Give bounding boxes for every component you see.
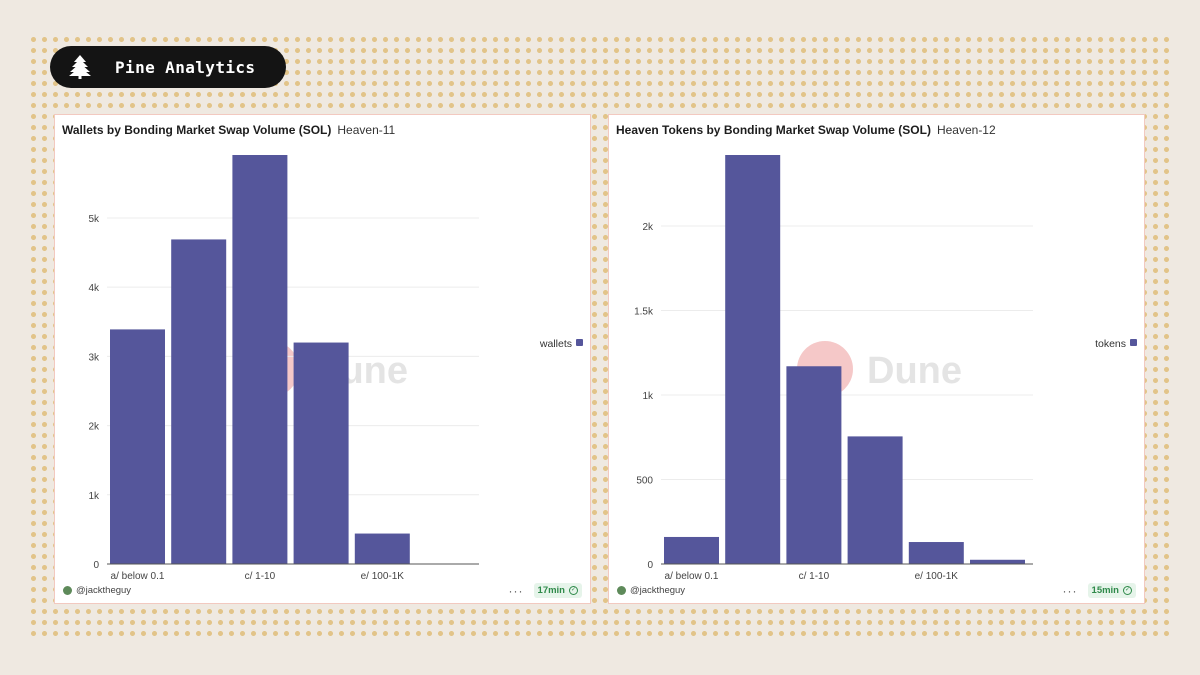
y-tick-label: 500 xyxy=(636,475,653,486)
x-tick-label: e/ 100-1K xyxy=(915,571,959,582)
legend: tokens xyxy=(1095,338,1137,350)
brand-badge: Pine Analytics xyxy=(50,46,286,88)
author-credit[interactable]: @jacktheguy xyxy=(617,585,685,596)
brand-name: Pine Analytics xyxy=(115,57,256,77)
bar-d xyxy=(293,342,349,564)
refresh-time: 17min xyxy=(537,585,565,596)
legend-swatch xyxy=(1130,339,1137,346)
bar-f xyxy=(970,559,1025,564)
check-circle-icon: ✓ xyxy=(569,586,578,595)
refresh-badge[interactable]: 15min ✓ xyxy=(1087,583,1136,598)
bar-a xyxy=(110,329,165,564)
more-options-icon[interactable]: ··· xyxy=(508,583,524,598)
bar-d xyxy=(847,436,903,564)
bar-e xyxy=(908,542,964,564)
bar-c xyxy=(232,155,288,564)
chart-panel-wallets: Wallets by Bonding Market Swap Volume (S… xyxy=(54,114,591,604)
y-tick-label: 1k xyxy=(642,391,654,402)
bar-a xyxy=(664,536,719,564)
x-tick-label: c/ 1-10 xyxy=(245,571,276,582)
x-tick-label: e/ 100-1K xyxy=(361,571,405,582)
chart-title: Heaven Tokens by Bonding Market Swap Vol… xyxy=(616,123,996,137)
panel-footer-actions: ··· 17min ✓ xyxy=(509,583,582,598)
user-avatar-icon xyxy=(617,586,626,595)
bar-b xyxy=(171,239,227,564)
user-avatar-icon xyxy=(63,586,72,595)
legend-swatch xyxy=(576,339,583,346)
chart-subtitle: Heaven-11 xyxy=(337,123,396,137)
y-tick-label: 4k xyxy=(88,283,100,294)
chart-title-text: Heaven Tokens by Bonding Market Swap Vol… xyxy=(616,123,931,137)
author-credit[interactable]: @jacktheguy xyxy=(63,585,131,596)
chart-title-text: Wallets by Bonding Market Swap Volume (S… xyxy=(62,123,332,137)
x-tick-label: c/ 1-10 xyxy=(799,571,830,582)
y-tick-label: 2k xyxy=(642,222,654,233)
x-tick-label: a/ below 0.1 xyxy=(665,571,719,582)
y-tick-label: 0 xyxy=(93,560,99,571)
bar-chart-tokens: Dune 0 500 1k 1.5k 2k a/ below 0.1 c/ 1-10 e/ 10… xyxy=(634,155,1137,582)
y-tick-label: 5k xyxy=(88,214,100,225)
chart-panel-tokens: Heaven Tokens by Bonding Market Swap Vol… xyxy=(608,114,1145,604)
legend-label: tokens xyxy=(1095,338,1126,350)
refresh-badge[interactable]: 17min ✓ xyxy=(533,583,582,598)
author-name: @jacktheguy xyxy=(630,585,686,596)
chart-title: Wallets by Bonding Market Swap Volume (S… xyxy=(62,123,395,137)
author-name: @jacktheguy xyxy=(76,585,132,596)
bar-c xyxy=(786,366,842,564)
pine-tree-icon xyxy=(69,55,91,79)
legend: wallets xyxy=(539,338,583,350)
y-tick-label: 2k xyxy=(88,422,100,433)
panel-footer-actions: ··· 15min ✓ xyxy=(1063,583,1136,598)
chart-subtitle: Heaven-12 xyxy=(936,123,996,137)
bar-e xyxy=(354,533,410,564)
y-tick-label: 3k xyxy=(88,352,100,363)
y-tick-label: 1k xyxy=(88,491,100,502)
x-tick-label: a/ below 0.1 xyxy=(111,571,165,582)
legend-label: wallets xyxy=(539,338,572,350)
y-tick-label: 0 xyxy=(647,560,653,571)
bar-b xyxy=(725,155,781,564)
y-tick-label: 1.5k xyxy=(634,306,654,317)
watermark-text: Dune xyxy=(867,350,962,392)
check-circle-icon: ✓ xyxy=(1123,586,1132,595)
more-options-icon[interactable]: ··· xyxy=(1062,583,1078,598)
refresh-time: 15min xyxy=(1091,585,1119,596)
